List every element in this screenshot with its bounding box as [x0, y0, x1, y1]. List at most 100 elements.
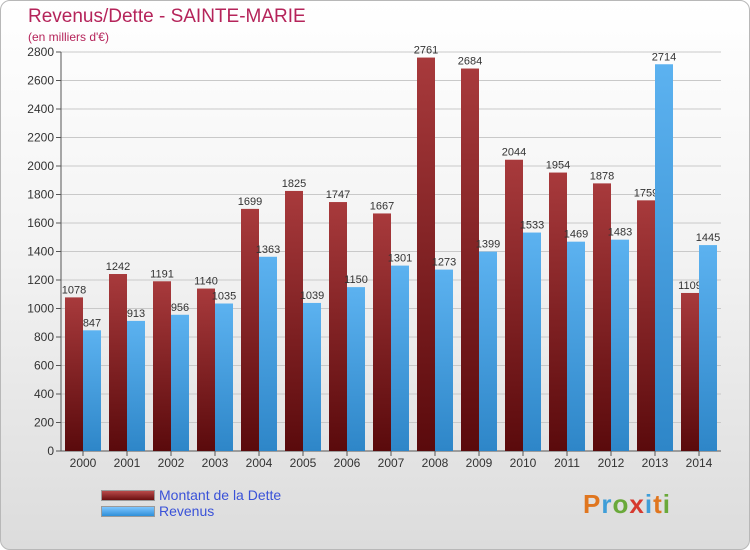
bar: [461, 68, 479, 451]
bar: [699, 245, 717, 451]
y-tick-label: 2400: [27, 102, 54, 116]
x-tick-label: 2014: [686, 456, 713, 470]
y-tick-label: 1200: [27, 273, 54, 287]
bar: [611, 239, 629, 451]
y-tick-label: 1000: [27, 302, 54, 316]
bar: [109, 274, 127, 451]
legend-swatch-revenus: [101, 505, 155, 517]
x-tick-label: 2008: [422, 456, 449, 470]
bar: [347, 287, 365, 451]
y-tick-label: 1400: [27, 245, 54, 259]
x-tick-label: 2009: [466, 456, 493, 470]
data-label: 1533: [520, 220, 544, 232]
bar: [197, 288, 215, 451]
x-tick-label: 2010: [510, 456, 537, 470]
bar: [153, 281, 171, 451]
data-label: 1273: [432, 257, 456, 269]
bar: [505, 159, 523, 452]
y-tick-label: 2800: [27, 45, 54, 59]
data-label: 1667: [370, 200, 394, 212]
data-label: 1699: [238, 196, 262, 208]
data-label: 913: [127, 308, 145, 320]
x-tick-label: 2001: [114, 456, 141, 470]
bar: [171, 314, 189, 451]
data-label: 1191: [150, 268, 174, 280]
bar: [259, 256, 277, 451]
data-label: 1399: [476, 239, 500, 251]
legend: Montant de la Dette Revenus: [101, 487, 281, 519]
y-tick-label: 1800: [27, 188, 54, 202]
bar: [391, 265, 409, 451]
bar: [83, 330, 101, 451]
data-label: 1363: [256, 244, 280, 256]
x-tick-label: 2007: [378, 456, 405, 470]
bar: [593, 183, 611, 451]
data-label: 1825: [282, 178, 306, 190]
data-label: 1109: [678, 280, 702, 292]
data-label: 2761: [414, 45, 438, 57]
legend-label-revenus: Revenus: [159, 503, 215, 519]
legend-swatch-dette: [101, 489, 155, 501]
bar: [567, 241, 585, 451]
x-tick-label: 2012: [598, 456, 625, 470]
y-tick-label: 200: [34, 416, 54, 430]
data-label: 1242: [106, 261, 130, 273]
data-label: 956: [171, 302, 189, 314]
bar: [549, 172, 567, 451]
y-tick-label: 600: [34, 359, 54, 373]
y-tick-label: 800: [34, 330, 54, 344]
bar: [373, 213, 391, 451]
bar: [479, 251, 497, 451]
bar: [523, 232, 541, 451]
data-label: 1035: [212, 291, 236, 303]
y-tick-label: 400: [34, 387, 54, 401]
bar: [303, 302, 321, 451]
y-tick-label: 2000: [27, 159, 54, 173]
data-label: 847: [83, 317, 101, 329]
bar: [285, 190, 303, 451]
y-tick-label: 0: [47, 444, 54, 458]
bar: [655, 64, 673, 451]
y-tick-label: 1600: [27, 216, 54, 230]
bar: [215, 303, 233, 451]
data-label: 1039: [300, 290, 324, 302]
x-tick-label: 2002: [158, 456, 185, 470]
y-tick-label: 2600: [27, 74, 54, 88]
bar: [637, 200, 655, 451]
data-label: 1759: [634, 187, 658, 199]
bar: [435, 269, 453, 451]
data-label: 2714: [652, 51, 676, 63]
x-tick-label: 2013: [642, 456, 669, 470]
bar: [681, 292, 699, 451]
data-label: 2044: [502, 147, 526, 159]
chart-title: Revenus/Dette - SAINTE-MARIE: [28, 6, 306, 27]
data-label: 1469: [564, 229, 588, 241]
legend-item-revenus: Revenus: [101, 503, 281, 519]
y-axis-ticks: 0 200 400 600 800 1000 1200 1400 1600 1800 2000 220…: [27, 45, 721, 458]
y-tick-label: 2200: [27, 131, 54, 145]
bar: [329, 202, 347, 451]
data-label: 1954: [546, 160, 570, 172]
x-tick-label: 2005: [290, 456, 317, 470]
data-label: 2684: [458, 56, 482, 68]
data-label: 1483: [608, 227, 632, 239]
x-tick-label: 2011: [554, 456, 580, 470]
x-axis-ticks: 2000 2001 2002 2003 2004 2005 2006 2007 2008 2009…: [70, 451, 713, 470]
legend-item-dette: Montant de la Dette: [101, 487, 281, 503]
data-label: 1078: [62, 284, 86, 296]
bars: 1078 1242 1191 1140 1699 1825 1747 1667 2761 2684…: [62, 45, 720, 452]
x-tick-label: 2003: [202, 456, 229, 470]
data-label: 1878: [590, 170, 614, 182]
data-label: 1150: [344, 274, 368, 286]
x-tick-label: 2006: [334, 456, 361, 470]
data-label: 1140: [194, 276, 218, 288]
x-tick-label: 2000: [70, 456, 97, 470]
data-label: 1747: [326, 189, 350, 201]
x-tick-label: 2004: [246, 456, 273, 470]
bar: [417, 57, 435, 452]
proxiti-logo: Proxiti: [583, 489, 671, 519]
bar: [65, 297, 83, 451]
bar: [127, 320, 145, 451]
